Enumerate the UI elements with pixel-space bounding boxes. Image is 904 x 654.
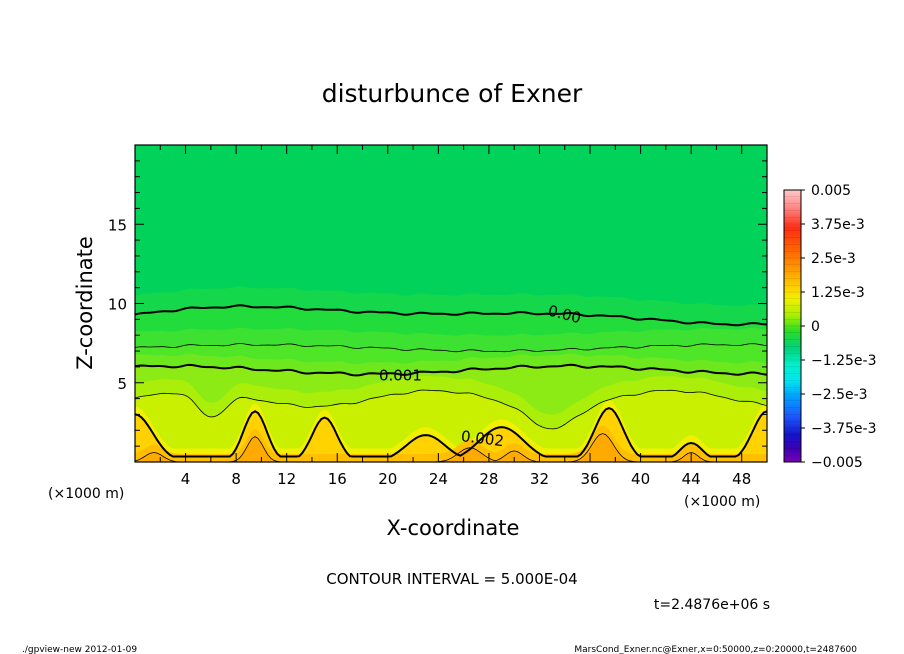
contour-label: 0.001: [379, 367, 422, 385]
x-tick-label: 8: [231, 470, 241, 488]
x-tick-label: 36: [580, 470, 599, 488]
x-tick-label: 12: [277, 470, 296, 488]
y-tick-label: 15: [108, 216, 127, 234]
colorbar-label: −2.5e-3: [811, 387, 868, 403]
contour-interval-text: CONTOUR INTERVAL = 5.000E-04: [326, 570, 577, 588]
x-axis-label: X-coordinate: [387, 516, 520, 540]
time-text: t=2.4876e+06 s: [654, 597, 770, 613]
contour-line-0.000: [135, 304, 767, 327]
y-tick-label: 10: [108, 296, 127, 314]
colorbar-label: 0.005: [811, 183, 851, 199]
contour-line-0.002: [135, 407, 767, 458]
x-tick-label: 40: [631, 470, 650, 488]
contour-line-0.001: [135, 363, 767, 377]
x-tick-label: 24: [429, 470, 448, 488]
contour-line-0.0005: [135, 343, 767, 353]
contour-label: 0.002: [460, 427, 505, 450]
y-axis-label: Z-coordinate: [73, 236, 97, 370]
colorbar-labels: 0.005 3.75e-3 2.5e-3 1.25e-3 0 −1.25e-3 −2.5e-…: [784, 183, 876, 471]
y-tick-label: 5: [117, 375, 127, 393]
footer-left: ./gpview-new 2012-01-09: [22, 645, 137, 654]
colorbar-label: −0.005: [811, 455, 863, 471]
x-axis: 4 8 12 16 20 24 28 32 36 40 44 48: [159, 145, 768, 488]
colorbar-label: 1.25e-3: [811, 285, 865, 301]
x-tick-label: 16: [328, 470, 347, 488]
field-band: [135, 433, 767, 462]
x-tick-label: 4: [181, 470, 191, 488]
contour-line-0.0025: [135, 433, 767, 462]
x-tick-label: 44: [682, 470, 701, 488]
contour-field: [135, 145, 767, 462]
x-tick-label: 28: [479, 470, 498, 488]
colorbar-label: 3.75e-3: [811, 217, 865, 233]
x-tick-label: 32: [530, 470, 549, 488]
footer-right: MarsCond_Exner.nc@Exner,x=0:50000,z=0:20…: [574, 645, 857, 654]
colorbar-label: −1.25e-3: [811, 353, 876, 369]
x-unit-label-right: (×1000 m): [684, 494, 760, 510]
x-tick-label: 48: [732, 470, 751, 488]
x-unit-label-left: (×1000 m): [48, 486, 124, 502]
colorbar-label: 2.5e-3: [811, 251, 856, 267]
chart-title: disturbunce of Exner: [322, 79, 583, 108]
y-axis: 5 10 15: [108, 160, 767, 447]
x-tick-label: 20: [378, 470, 397, 488]
colorbar-label: 0: [811, 319, 820, 335]
contour-line-0.0015: [135, 389, 767, 430]
colorbar-label: −3.75e-3: [811, 421, 876, 437]
